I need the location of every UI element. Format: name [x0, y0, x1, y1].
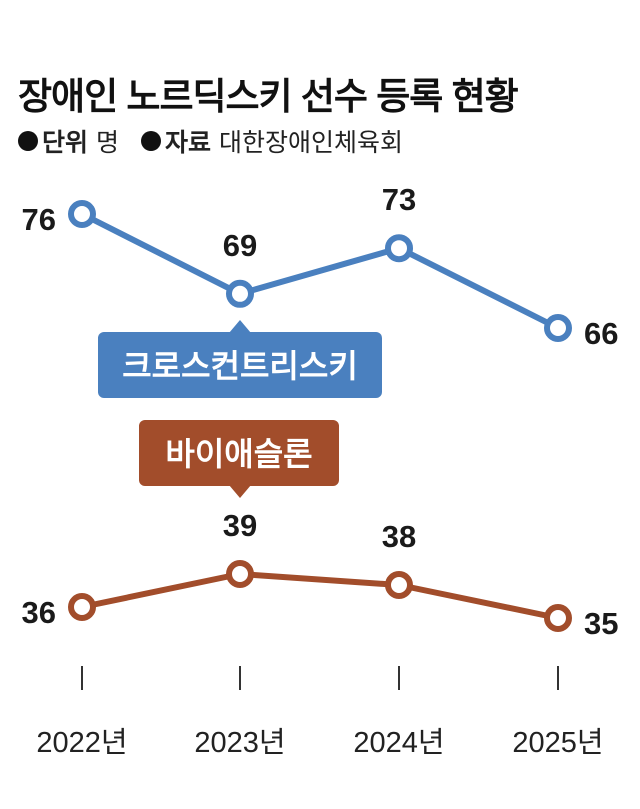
data-point [385, 571, 413, 599]
label-pointer [229, 485, 251, 498]
data-point [385, 234, 413, 263]
data-label: 38 [382, 519, 416, 554]
data-label: 39 [223, 508, 257, 543]
series-line [79, 211, 561, 331]
data-label: 69 [223, 228, 257, 263]
data-point [68, 593, 96, 621]
data-point [226, 560, 254, 588]
chart-meta: 단위 명 자료 대한장애인체육회 [18, 123, 403, 159]
bullet-icon [18, 131, 38, 151]
chart-title: 장애인 노르딕스키 선수 등록 현황 [18, 76, 519, 117]
unit-value: 명 [96, 129, 120, 157]
x-tick-label: 2022년 [36, 727, 127, 759]
series-name: 바이애슬론 [165, 436, 312, 472]
data-point [226, 279, 254, 308]
bullet-icon [141, 131, 162, 151]
data-label: 66 [584, 316, 618, 351]
x-tick-label: 2025년 [512, 727, 603, 759]
label-pointer [229, 320, 251, 333]
x-tick-label: 2023년 [194, 727, 285, 759]
data-label: 36 [22, 595, 56, 630]
data-label: 73 [382, 182, 416, 217]
series-label-box [98, 332, 382, 398]
data-point [68, 200, 96, 228]
source-key: 자료 [165, 129, 212, 157]
series-name: 크로스컨트리스키 [122, 348, 358, 384]
data-point [544, 604, 572, 632]
data-label: 76 [22, 202, 56, 237]
series-label-box [139, 420, 339, 486]
series-line [79, 571, 561, 621]
data-point [544, 314, 572, 342]
data-label: 35 [584, 606, 618, 641]
source-value: 대한장애인체육회 [219, 129, 404, 157]
x-tick-label: 2024년 [353, 727, 444, 759]
unit-key: 단위 [42, 129, 89, 157]
